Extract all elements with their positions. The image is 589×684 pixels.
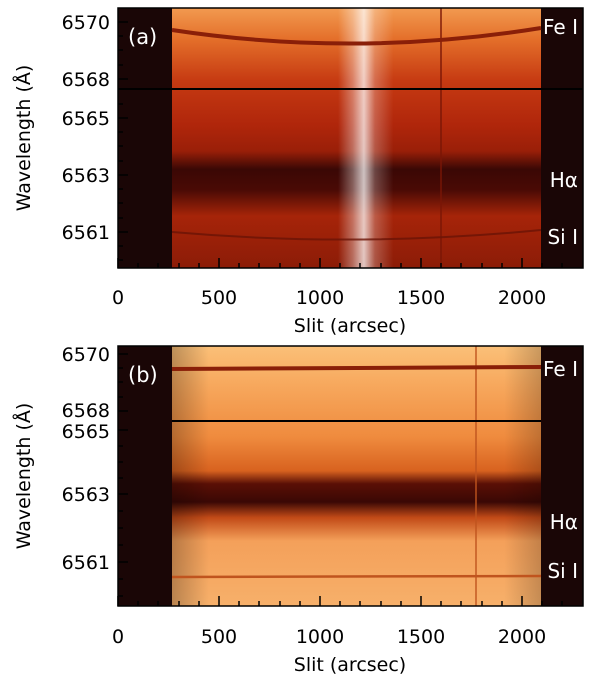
panel-b-ytick: 6561 bbox=[62, 552, 110, 574]
panel-a-xtick: 2000 bbox=[498, 287, 546, 309]
panel-b-x-ticks bbox=[117, 596, 563, 606]
panel-b-ylabel: Wavelength (Å) bbox=[12, 403, 35, 550]
panel-a-y-ticks bbox=[118, 21, 128, 261]
panel-a-si-line bbox=[171, 229, 542, 241]
panel-b-label-fe: Fe I bbox=[543, 357, 578, 381]
panel-a-ytick: 6561 bbox=[62, 222, 110, 244]
panel-b-label-halpha: Hα bbox=[550, 510, 578, 534]
panel-b-label-si: Si I bbox=[547, 559, 578, 583]
panel-b-fe-line bbox=[171, 365, 542, 371]
panel-b-ytick: 6565 bbox=[62, 421, 110, 443]
panel-b-ytick: 6570 bbox=[62, 344, 110, 366]
panel-b-ytick: 6568 bbox=[62, 400, 110, 422]
panel-a-label-si: Si I bbox=[547, 225, 578, 249]
panel-a-bright-column bbox=[172, 8, 541, 268]
panel-b-ytick: 6563 bbox=[62, 484, 110, 506]
panel-a-xtick: 500 bbox=[201, 287, 237, 309]
panel-a-frame bbox=[117, 7, 584, 269]
panel-b: 6570 6568 6565 6563 6561 bbox=[12, 344, 584, 676]
panel-a: 6570 6568 6565 6563 6561 bbox=[12, 7, 584, 337]
panel-b-xtick: 0 bbox=[112, 626, 124, 648]
panel-b-xtick: 1000 bbox=[296, 626, 344, 648]
panel-a-ytick: 6568 bbox=[62, 69, 110, 91]
panel-b-xtick: 1500 bbox=[397, 626, 445, 648]
panel-a-label-halpha: Hα bbox=[550, 168, 578, 192]
panel-a-xtick: 0 bbox=[112, 287, 124, 309]
panel-b-y-ticks bbox=[118, 353, 128, 597]
panel-a-xtick: 1000 bbox=[296, 287, 344, 309]
panel-b-xtick: 2000 bbox=[498, 626, 546, 648]
panel-a-label-fe: Fe I bbox=[543, 15, 578, 39]
panel-a-xtick: 1500 bbox=[397, 287, 445, 309]
panel-b-frame bbox=[117, 345, 584, 607]
panel-b-si-line bbox=[171, 574, 542, 579]
panel-a-ylabel: Wavelength (Å) bbox=[12, 65, 35, 212]
panel-b-edge-shade bbox=[172, 346, 541, 606]
panel-b-xtick: 500 bbox=[201, 626, 237, 648]
panel-a-ytick: 6570 bbox=[62, 12, 110, 34]
panel-b-tag: (b) bbox=[128, 363, 158, 387]
panel-a-xlabel: Slit (arcsec) bbox=[294, 315, 406, 337]
panel-a-fe-line bbox=[171, 26, 542, 46]
panel-a-x-ticks bbox=[117, 258, 563, 268]
panel-a-ytick: 6563 bbox=[62, 165, 110, 187]
panel-a-ytick: 6565 bbox=[62, 108, 110, 130]
panel-a-tag: (a) bbox=[128, 25, 157, 49]
panel-b-xlabel: Slit (arcsec) bbox=[294, 654, 406, 676]
